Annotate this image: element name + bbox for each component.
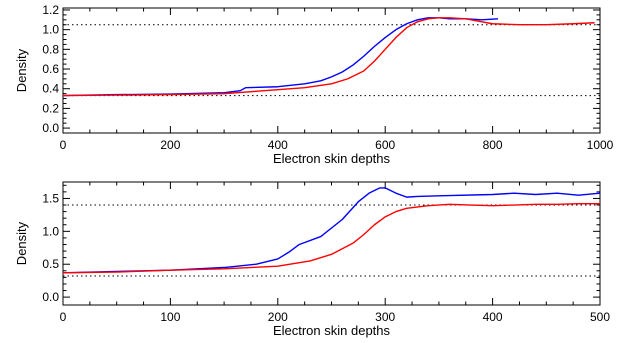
x-tick-label: 300 bbox=[375, 310, 395, 324]
series-line-red bbox=[62, 203, 600, 274]
y-tick-label: 0.8 bbox=[42, 42, 59, 56]
x-tick-label: 400 bbox=[483, 310, 503, 324]
x-tick-label: 600 bbox=[375, 138, 395, 152]
y-tick-label: 1.2 bbox=[42, 3, 59, 17]
x-tick-label: 200 bbox=[268, 310, 288, 324]
x-tick-label: 500 bbox=[590, 310, 610, 324]
x-axis-label: Electron skin depths bbox=[273, 151, 391, 166]
series-line-blue bbox=[62, 187, 601, 274]
y-axis-label: Density bbox=[14, 221, 29, 265]
x-tick-label: 0 bbox=[60, 310, 67, 324]
y-tick-label: 0.0 bbox=[42, 290, 59, 304]
y-tick-label: 0.5 bbox=[42, 257, 59, 271]
x-tick-label: 100 bbox=[160, 310, 180, 324]
x-tick-label: 400 bbox=[268, 138, 288, 152]
x-axis-label: Electron skin depths bbox=[273, 323, 391, 338]
x-tick-label: 1000 bbox=[587, 138, 614, 152]
y-axis-label: Density bbox=[14, 48, 29, 92]
x-tick-label: 0 bbox=[60, 138, 67, 152]
y-tick-label: 0.6 bbox=[42, 62, 59, 76]
x-tick-label: 800 bbox=[483, 138, 503, 152]
plot-frame bbox=[62, 181, 601, 306]
y-tick-label: 0.2 bbox=[42, 101, 59, 115]
series-line-blue bbox=[62, 17, 499, 97]
lower-density-chart: 0 100 200 300 400 500 0.0 0.5 1.0 1.5 Electron ski… bbox=[14, 181, 610, 338]
y-tick-label: 1.0 bbox=[42, 224, 59, 238]
y-tick-label: 0.4 bbox=[42, 82, 59, 96]
upper-density-chart: 0 200 400 600 800 1000 0.0 0.2 0.4 0.6 0.8 1.0 1.2 El… bbox=[14, 3, 614, 166]
y-tick-label: 0.0 bbox=[42, 121, 59, 135]
y-tick-label: 1.5 bbox=[42, 191, 59, 205]
y-tick-label: 1.0 bbox=[42, 23, 59, 37]
plot-frame bbox=[62, 7, 601, 134]
x-tick-label: 200 bbox=[160, 138, 180, 152]
series-line-red bbox=[62, 17, 595, 97]
